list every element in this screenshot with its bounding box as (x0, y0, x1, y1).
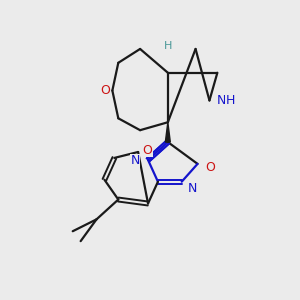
Text: H: H (164, 41, 172, 51)
Text: H: H (226, 94, 235, 107)
Text: O: O (142, 143, 152, 157)
Text: O: O (206, 161, 215, 174)
Text: O: O (100, 84, 110, 97)
Text: N: N (130, 154, 140, 167)
Polygon shape (165, 122, 170, 142)
Text: N: N (217, 94, 226, 107)
Text: N: N (188, 182, 197, 195)
